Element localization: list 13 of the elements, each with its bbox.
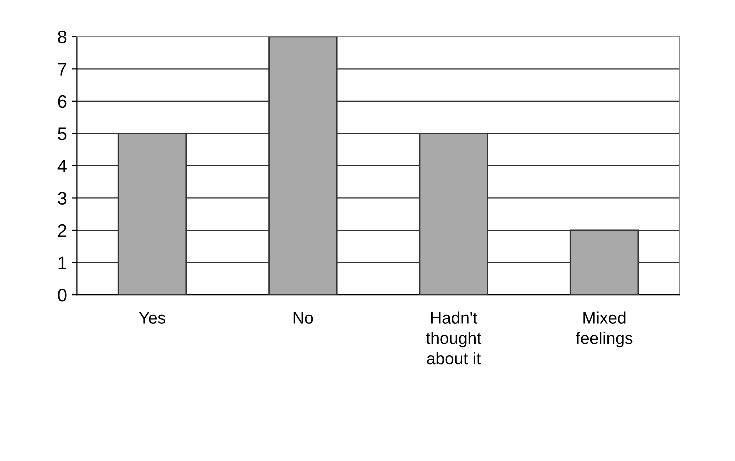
y-tick-label: 3 — [58, 192, 67, 205]
x-tick-label: Hadn't thought about it — [426, 312, 482, 365]
y-tick-label: 5 — [58, 128, 67, 140]
y-tick-label: 7 — [58, 63, 67, 76]
y-tick-label: 0 — [58, 288, 67, 302]
y-tick-label: 4 — [58, 160, 67, 172]
x-tick-label: Yes — [139, 312, 166, 324]
y-tick-label: 2 — [58, 224, 67, 238]
y-tick-label: 1 — [58, 256, 67, 270]
y-tick-label: 8 — [58, 30, 67, 44]
x-tick-label: No — [294, 312, 314, 324]
y-tick-label: 6 — [58, 95, 67, 108]
x-tick-label: Mixed feelings — [576, 312, 633, 348]
